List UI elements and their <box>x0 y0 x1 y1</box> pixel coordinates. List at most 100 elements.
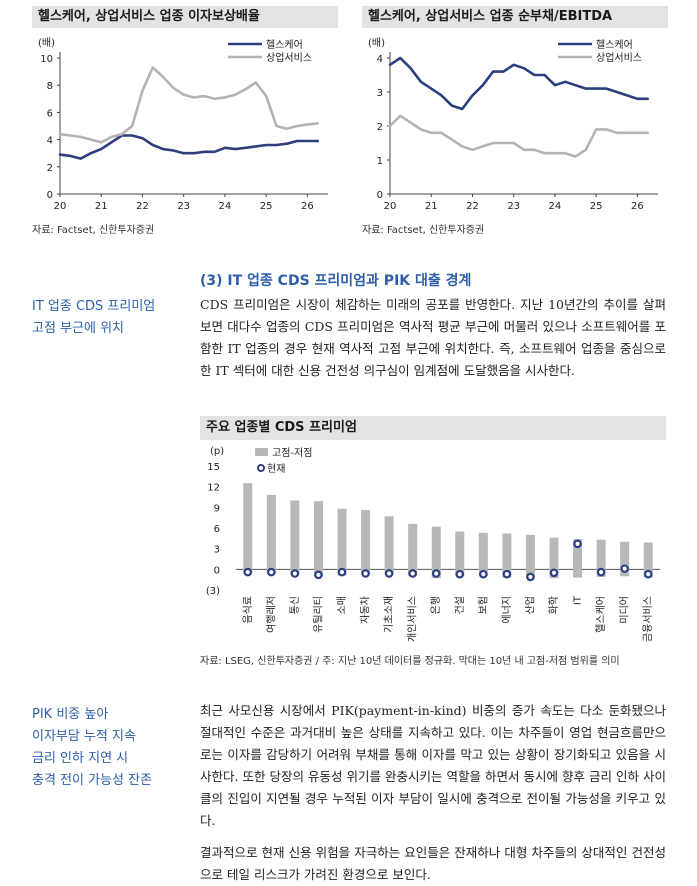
category-label: 건설 <box>454 596 466 614</box>
range-bar <box>290 500 300 575</box>
x-tick-label: 26 <box>301 201 314 212</box>
y-unit-label: (배) <box>38 37 55 49</box>
range-bar <box>620 541 630 577</box>
y-tick-label: 15 <box>207 462 220 473</box>
side-note-pik-line: PIK 비중 높아 <box>32 707 109 722</box>
y-tick-label: 6 <box>47 108 53 119</box>
range-bar <box>266 494 276 574</box>
y-tick-label: 0 <box>214 565 220 576</box>
current-point <box>290 569 300 578</box>
category-label: 기초소재 <box>383 596 395 633</box>
y-tick-label: 0 <box>47 190 53 201</box>
y-tick-label: 6 <box>214 524 220 535</box>
current-point <box>243 567 253 577</box>
range-bar <box>478 532 488 577</box>
current-point <box>643 569 653 579</box>
legend-label: 헬스케어 <box>596 39 633 51</box>
category-label: 여행레저 <box>265 596 277 633</box>
chart3-title: 주요 업종별 CDS 프리미엄 <box>200 416 666 440</box>
legend-swatch-current <box>257 464 265 472</box>
current-point <box>479 569 488 579</box>
current-point <box>267 567 276 577</box>
category-label: 산업 <box>523 596 536 614</box>
legend-label: 상업서비스 <box>596 51 642 64</box>
x-tick-label: 23 <box>507 201 520 212</box>
x-tick-label: 21 <box>425 201 438 212</box>
range-bar <box>313 501 323 577</box>
category-label: 에너지 <box>501 596 513 624</box>
y-tick-label: 12 <box>207 483 220 494</box>
current-point <box>455 569 465 579</box>
x-tick-label: 24 <box>219 201 232 212</box>
y-tick-label: 4 <box>377 54 383 65</box>
paragraph-conclusion: 결과적으로 현재 신용 위험을 자극하는 요인들은 잔재하나 대형 차주들의 상… <box>200 845 666 882</box>
category-label: 자동차 <box>360 596 372 624</box>
range-bar <box>549 537 559 579</box>
range-bar <box>596 539 606 577</box>
chart1-source: 자료: Factset, 신한투자증권 <box>32 225 155 236</box>
y-unit-label: (배) <box>368 37 385 49</box>
range-bar <box>573 539 583 578</box>
category-label: IT <box>573 595 584 605</box>
current-point <box>573 539 582 549</box>
section-heading: (3) IT 업종 CDS 프리미엄과 PIK 대출 경계 <box>200 273 472 289</box>
current-point <box>526 572 535 582</box>
category-label: 금융서비스 <box>642 596 654 642</box>
x-tick-label: 21 <box>95 201 108 212</box>
category-label: 은행 <box>430 596 442 614</box>
range-bar <box>408 523 418 577</box>
range-bar <box>337 508 347 576</box>
y-tick-label: 2 <box>377 122 383 133</box>
category-label: 헬스케어 <box>595 596 607 633</box>
range-bar <box>361 510 371 574</box>
category-label: 통신 <box>289 596 301 614</box>
x-tick-label: 22 <box>136 201 149 212</box>
paragraph-pik: 최근 사모신용 시장에서 PIK(payment-in-kind) 비중의 증가… <box>200 703 666 828</box>
side-note-cds-line: IT 업종 CDS 프리미엄 <box>32 299 156 314</box>
y-tick-label: 3 <box>377 88 383 99</box>
y-tick-label: 4 <box>47 136 53 147</box>
range-bar <box>431 526 441 579</box>
current-point <box>337 567 347 577</box>
side-note-pik-line: 충격 전이 가능성 잔존 <box>32 773 153 788</box>
series-line-healthcare <box>58 134 320 160</box>
x-tick-label: 25 <box>590 201 603 212</box>
side-note-cds-line: 고점 부근에 위치 <box>32 321 124 336</box>
category-label: 소매 <box>336 596 348 614</box>
current-point <box>384 569 394 578</box>
range-bar <box>384 516 394 575</box>
range-bar <box>525 534 535 579</box>
current-point <box>549 568 559 578</box>
chart1-title: 헬스케어, 상업서비스 업종 이자보상배율 <box>32 6 338 28</box>
y-tick-label: 1 <box>377 156 383 167</box>
x-tick-label: 24 <box>549 201 562 212</box>
y-unit-label: (p) <box>210 446 224 457</box>
range-bar <box>243 483 253 573</box>
category-label: 미디어 <box>619 596 631 624</box>
range-bar <box>643 542 653 578</box>
category-label: 개인서비스 <box>407 596 419 642</box>
x-tick-label: 20 <box>384 201 397 212</box>
chart2-source: 자료: Factset, 신한투자증권 <box>362 225 485 236</box>
chart2-title: 헬스케어, 상업서비스 업종 순부채/EBITDA <box>362 6 668 28</box>
x-tick-label: 26 <box>631 201 644 212</box>
y-tick-label: 0 <box>377 190 383 201</box>
series-line-healthcare <box>388 56 650 111</box>
legend-swatch-range <box>255 448 268 456</box>
series-line-commercial-services <box>388 114 650 158</box>
y-tick-label: 2 <box>47 163 53 174</box>
current-point <box>502 569 512 579</box>
x-tick-label: 20 <box>54 201 67 212</box>
category-label: 화학 <box>548 596 560 614</box>
y-tick-label: (3) <box>206 586 220 597</box>
x-tick-label: 22 <box>466 201 479 212</box>
range-bar <box>455 531 465 577</box>
y-tick-label: 3 <box>214 545 220 556</box>
x-tick-label: 23 <box>177 201 190 212</box>
series-line-commercial-services <box>58 66 320 144</box>
legend-label: 헬스케어 <box>266 39 303 51</box>
legend-label: 상업서비스 <box>266 51 312 64</box>
category-label: 유틸리티 <box>311 596 324 633</box>
